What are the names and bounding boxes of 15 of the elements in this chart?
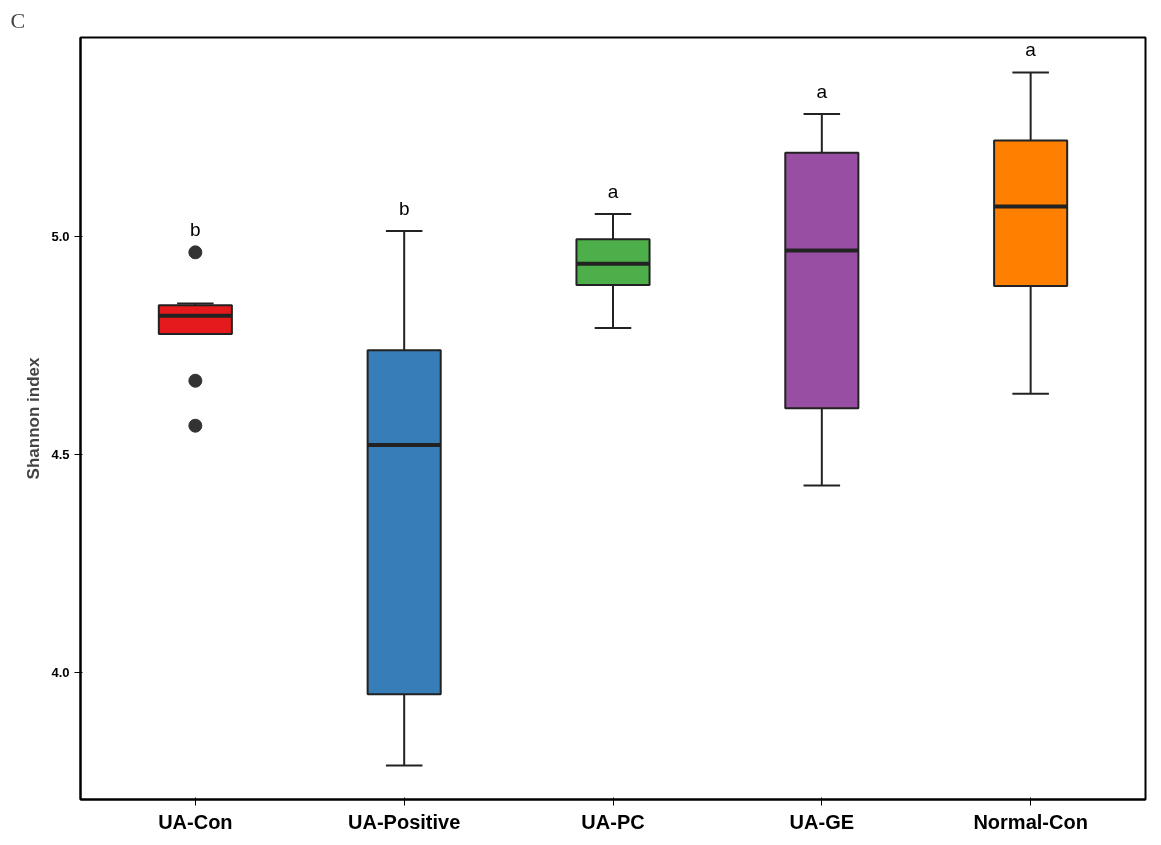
annotation: a <box>607 180 619 202</box>
y-tick-label: 4.5 <box>51 447 70 463</box>
x-tick-label: Normal-Con <box>973 810 1088 833</box>
y-axis-title: Shannon index <box>24 357 44 480</box>
annotation: b <box>398 197 410 219</box>
y-tick-label: 5.0 <box>51 228 70 244</box>
x-tick-label: UA-Con <box>158 810 233 833</box>
annotation: a <box>816 80 828 102</box>
y-tick-label: 4.0 <box>51 665 70 681</box>
x-tick-label: UA-Positive <box>348 810 461 833</box>
annotation: a <box>1025 39 1037 61</box>
annotation: b <box>190 219 201 241</box>
x-tick-label: UA-GE <box>789 810 855 833</box>
text: C <box>10 7 26 33</box>
x-tick-label: UA-PC <box>581 810 645 833</box>
